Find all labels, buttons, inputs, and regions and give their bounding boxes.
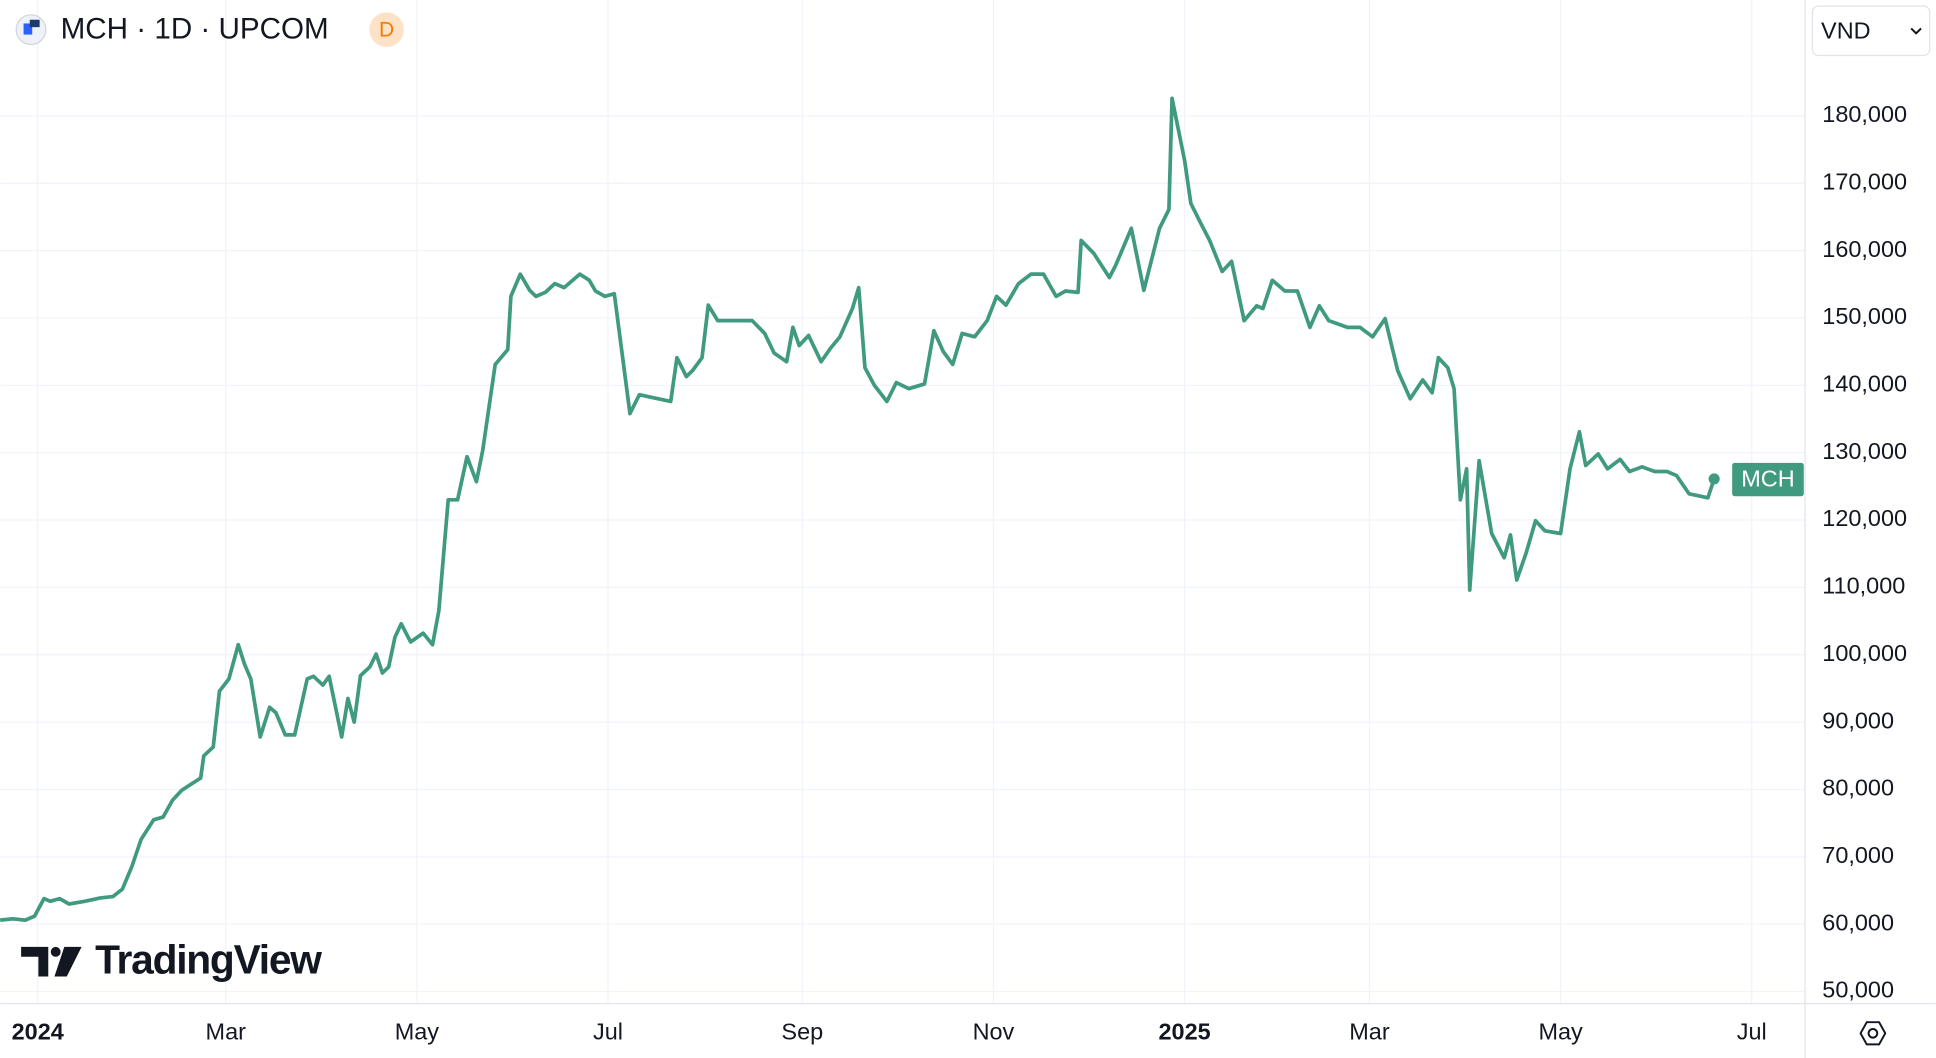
x-tick-label: Nov	[973, 1018, 1015, 1044]
header: MCH · 1D · UPCOM D	[15, 12, 404, 47]
last-point	[1708, 473, 1720, 485]
settings-icon[interactable]	[1867, 1028, 1879, 1039]
y-tick-label: 180,000	[1822, 101, 1907, 127]
y-tick-label: 90,000	[1822, 707, 1894, 733]
y-tick-label: 160,000	[1822, 236, 1907, 262]
x-tick-label: Sep	[781, 1018, 823, 1044]
logo-mark	[50, 946, 61, 957]
currency-box[interactable]	[1811, 5, 1931, 57]
badge-bg	[369, 12, 404, 47]
y-tick-label: 120,000	[1822, 505, 1907, 531]
badge: D	[379, 18, 394, 41]
currency-select[interactable]: VND	[1811, 5, 1931, 57]
settings-icon[interactable]	[1859, 1021, 1887, 1046]
y-tick-label: 110,000	[1822, 573, 1905, 599]
x-tick-label: 2024	[12, 1018, 64, 1044]
y-tick-label: 150,000	[1822, 303, 1907, 329]
last-price-tag-label: MCH	[1741, 465, 1794, 491]
y-tick-label: 50,000	[1822, 977, 1894, 1003]
chevron[interactable]	[1910, 27, 1922, 35]
logo-mark	[21, 946, 49, 977]
currency[interactable]: VND	[1821, 17, 1870, 43]
price-line	[0, 96, 1716, 923]
symbol-title: MCH · 1D · UPCOM	[61, 13, 329, 46]
logo-mark	[54, 946, 82, 977]
y-tick-label: 130,000	[1822, 438, 1907, 464]
x-tick-label: May	[395, 1018, 440, 1044]
logo: TradingView	[21, 937, 324, 983]
y-tick-label: 80,000	[1822, 775, 1894, 801]
x-tick-label: Mar	[1349, 1018, 1390, 1044]
y-tick-label: 60,000	[1822, 909, 1894, 935]
plot	[0, 96, 1720, 923]
symbol-icon-shape	[23, 23, 33, 35]
x-tick-label: Jul	[593, 1018, 623, 1044]
settings[interactable]	[1859, 1021, 1887, 1046]
x-tick-label: 2025	[1159, 1018, 1211, 1044]
y-tick-label: 100,000	[1822, 640, 1907, 666]
y-tick-label: 70,000	[1822, 842, 1894, 868]
x-tick-label: Mar	[206, 1018, 247, 1044]
symbol-icon-shape	[29, 19, 40, 28]
y-tick-label: 170,000	[1822, 168, 1907, 194]
last-price-tag	[1732, 462, 1804, 497]
x-tick-label: Jul	[1737, 1018, 1767, 1044]
grid	[0, 0, 1806, 1004]
logo-text: TradingView	[95, 937, 322, 983]
x-tick-label: May	[1538, 1018, 1583, 1044]
y-tick-label: 140,000	[1822, 370, 1907, 396]
